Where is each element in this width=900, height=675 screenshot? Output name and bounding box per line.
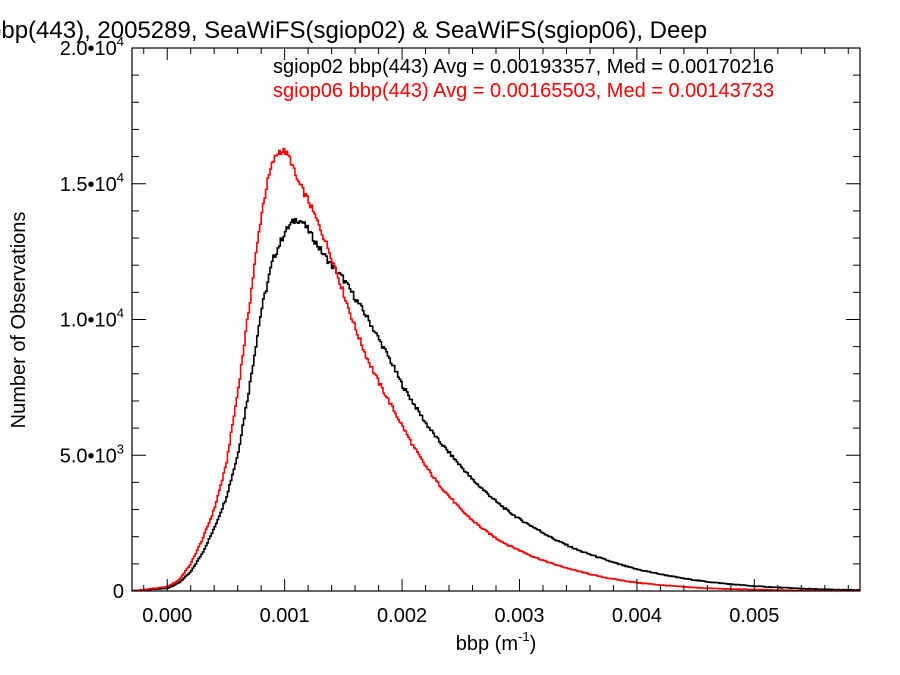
x-axis-label-end: ) [530,633,537,655]
legend-entry-sgiop02: sgiop02 bbp(443) Avg = 0.00193357, Med =… [273,56,774,78]
y-tick-label-2: 1.0•104 [60,306,124,332]
x-tick-label-2: 0.002 [377,605,427,627]
x-tick-label-5: 0.005 [729,605,779,627]
chart-title: bbp(443), 2005289, SeaWiFS(sgiop02) & Se… [0,17,707,44]
y-tick-label-3: 1.5•104 [60,170,124,196]
x-tick-label-1: 0.001 [260,605,310,627]
plot-frame [131,47,861,592]
y-tick-label-1: 5.0•103 [60,441,124,467]
x-axis-label-sup: -1 [518,629,530,644]
y-axis-label: Number of Observations [8,212,30,429]
x-tick-label-4: 0.004 [612,605,662,627]
y-tick-label-4: 2.0•104 [60,34,124,60]
y-tick-label-0: 0 [113,581,124,603]
legend-entry-sgiop06: sgiop06 bbp(443) Avg = 0.00165503, Med =… [273,80,774,102]
x-tick-label-3: 0.003 [494,605,544,627]
x-axis-label-main: bbp (m [456,633,518,655]
x-axis-label: bbp (m-1) [456,629,536,655]
x-tick-label-0: 0.000 [142,605,192,627]
series-line-sgiop06 [132,147,860,591]
series-line-sgiop02 [132,217,860,591]
